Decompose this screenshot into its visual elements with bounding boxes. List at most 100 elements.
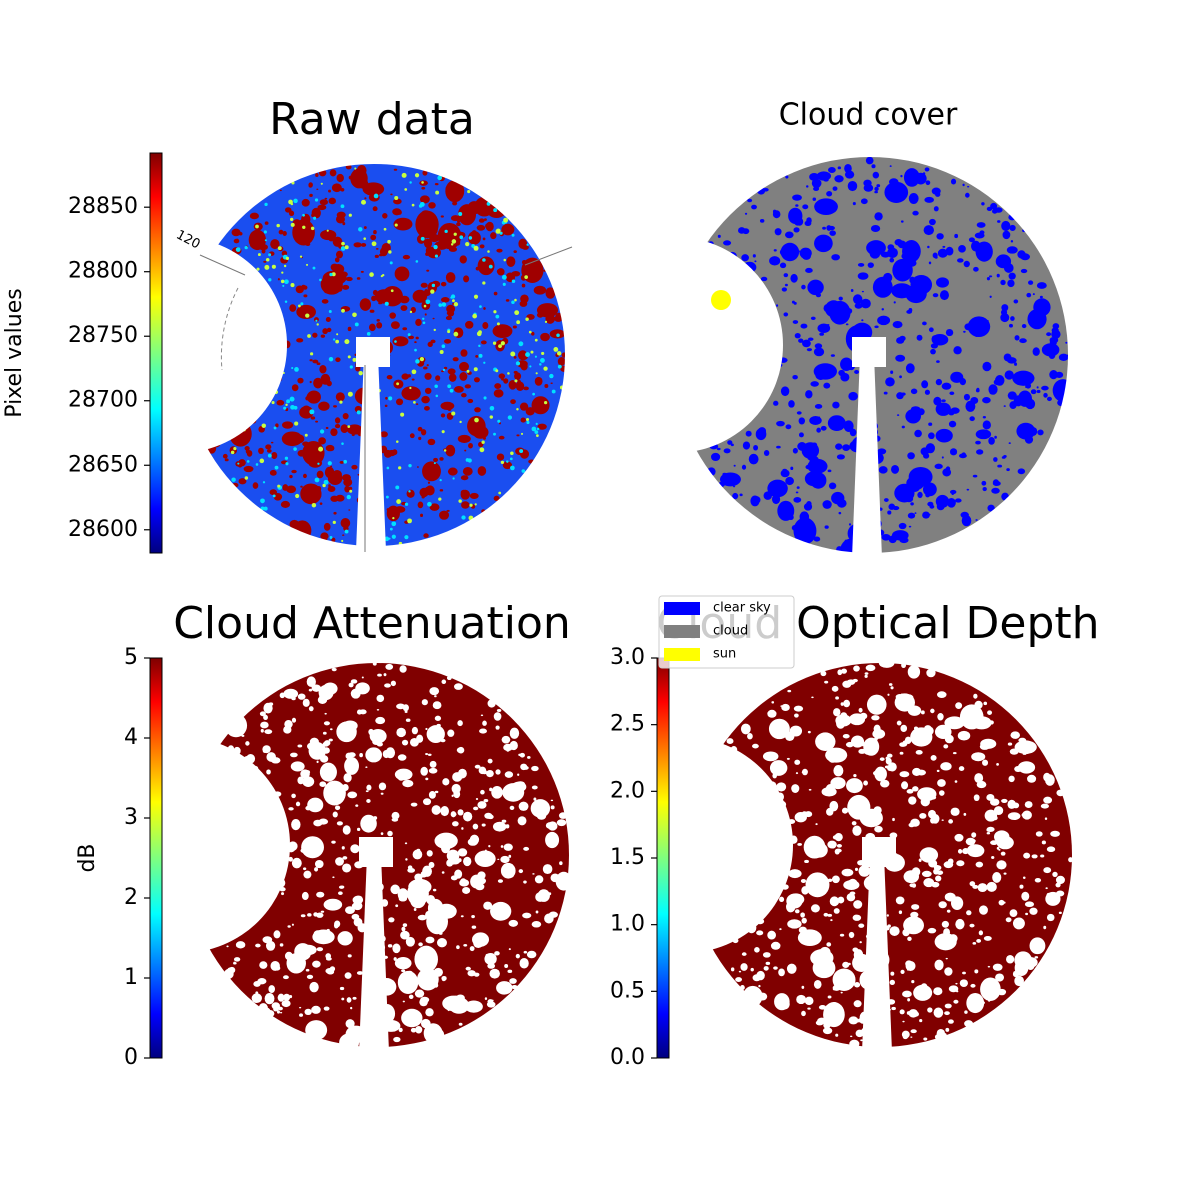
- image-blob: [510, 399, 514, 404]
- image-blob: [250, 417, 257, 424]
- image-blob: [1045, 891, 1061, 906]
- image-speck: [201, 304, 206, 309]
- image-blob: [954, 233, 959, 239]
- image-blob: [357, 473, 360, 476]
- image-speck: [329, 272, 333, 277]
- image-speck: [263, 388, 268, 393]
- image-blob: [864, 674, 868, 678]
- image-blob: [496, 248, 503, 253]
- image-blob: [796, 250, 800, 253]
- image-blob: [936, 502, 945, 511]
- image-blob: [996, 763, 999, 766]
- image-blob: [474, 407, 481, 413]
- image-speck: [267, 453, 272, 458]
- image-blob: [829, 800, 839, 812]
- image-speck: [344, 245, 349, 250]
- image-blob: [503, 378, 509, 384]
- image-blob: [281, 815, 286, 820]
- image-speck: [223, 313, 227, 317]
- image-blob: [870, 422, 878, 430]
- image-blob: [500, 855, 510, 864]
- image-blob: [354, 861, 364, 869]
- image-blob: [997, 988, 1007, 996]
- image-speck: [310, 352, 314, 356]
- image-blob: [996, 860, 1007, 870]
- image-blob: [783, 312, 789, 317]
- image-speck: [413, 401, 416, 404]
- image-blob: [415, 403, 419, 406]
- image-blob: [1021, 891, 1030, 901]
- image-blob: [319, 694, 324, 699]
- image-blob: [1024, 801, 1033, 808]
- image-blob: [418, 942, 423, 947]
- image-blob: [798, 338, 804, 343]
- image-blob: [866, 517, 882, 530]
- image-blob: [838, 296, 843, 301]
- image-blob: [383, 449, 392, 458]
- image-blob: [477, 466, 487, 476]
- image-blob: [752, 974, 762, 982]
- image-blob: [939, 465, 943, 468]
- image-blob: [791, 727, 795, 732]
- image-blob: [1058, 353, 1069, 361]
- image-blob: [344, 527, 349, 530]
- image-blob: [436, 723, 441, 728]
- image-blob: [311, 1005, 321, 1014]
- image-blob: [335, 494, 345, 502]
- image-blob: [715, 795, 720, 799]
- image-blob: [872, 535, 878, 541]
- image-blob: [333, 405, 337, 408]
- image-blob: [305, 396, 310, 401]
- image-blob: [764, 361, 767, 365]
- image-blob: [527, 755, 531, 759]
- image-speck: [236, 322, 241, 326]
- image-blob: [874, 766, 887, 782]
- image-blob: [1026, 962, 1035, 970]
- image-blob: [429, 760, 437, 768]
- image-blob: [249, 270, 259, 281]
- image-blob: [426, 894, 436, 905]
- image-blob: [401, 1008, 423, 1028]
- image-blob: [842, 542, 847, 545]
- image-blob: [732, 938, 739, 944]
- image-blob: [339, 986, 345, 991]
- image-speck: [385, 495, 389, 499]
- image-blob: [943, 928, 951, 937]
- image-speck: [265, 258, 270, 262]
- image-blob: [481, 509, 486, 513]
- image-blob: [801, 886, 809, 895]
- image-blob: [243, 366, 252, 375]
- image-blob: [222, 870, 231, 878]
- image-blob: [376, 883, 384, 891]
- image-speck: [344, 339, 350, 345]
- image-blob: [308, 458, 323, 468]
- image-blob: [1036, 389, 1041, 394]
- image-blob: [398, 1027, 403, 1033]
- image-blob: [738, 970, 742, 973]
- image-blob: [268, 890, 276, 895]
- image-blob: [338, 891, 343, 896]
- image-blob: [366, 784, 372, 791]
- image-blob: [325, 957, 332, 961]
- image-blob: [432, 701, 442, 710]
- image-blob: [755, 331, 758, 334]
- image-blob: [742, 441, 751, 450]
- image-blob: [224, 840, 229, 844]
- image-blob: [854, 982, 861, 988]
- image-blob: [239, 757, 250, 766]
- image-blob: [385, 663, 394, 670]
- image-blob: [944, 716, 965, 730]
- image-blob: [965, 192, 970, 198]
- image-blob: [465, 966, 471, 971]
- image-blob: [367, 854, 372, 858]
- image-blob: [491, 999, 494, 1002]
- image-blob: [876, 184, 881, 188]
- image-blob: [1003, 872, 1007, 875]
- image-blob: [340, 518, 351, 528]
- image-blob: [324, 289, 330, 294]
- image-speck: [343, 459, 348, 464]
- image-blob: [801, 917, 807, 924]
- image-blob: [948, 1019, 954, 1024]
- image-blob: [323, 1006, 330, 1011]
- image-blob: [955, 702, 963, 710]
